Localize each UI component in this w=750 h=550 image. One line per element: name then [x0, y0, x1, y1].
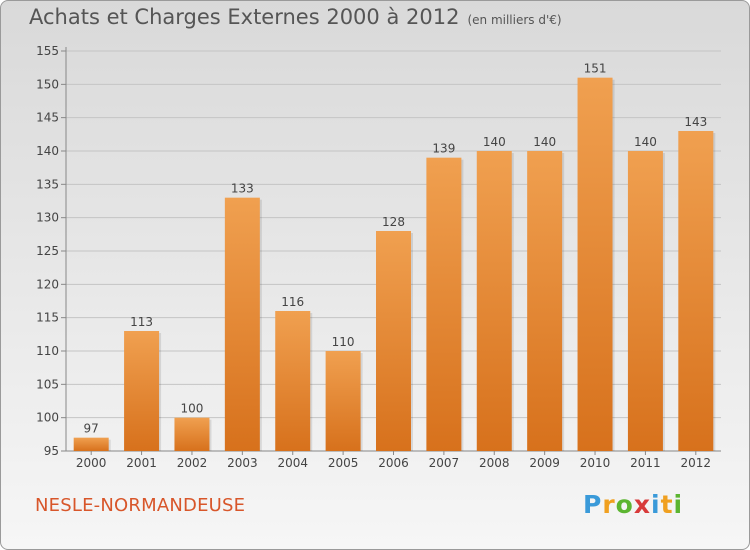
- bar-chart: 95 100 105 110 115 120 125 130 135 140 145 150 155 97…: [36, 44, 721, 470]
- logo-letter: o: [615, 490, 634, 519]
- bar-value-label: 139: [432, 142, 455, 156]
- bar: [476, 151, 512, 451]
- x-tick-label: 2009: [529, 456, 560, 470]
- bar: [224, 197, 260, 451]
- bar-value-label: 140: [634, 135, 657, 149]
- bar-value-label: 140: [483, 135, 506, 149]
- bar: [73, 437, 109, 451]
- bar-value-label: 97: [84, 422, 99, 436]
- x-tick-label: 2011: [630, 456, 661, 470]
- logo-letter: t: [660, 490, 674, 519]
- x-tick-label: 2007: [429, 456, 460, 470]
- bar-value-label: 113: [130, 315, 153, 329]
- x-tick-label: 2012: [681, 456, 712, 470]
- logo-letter: r: [602, 490, 616, 519]
- proxiti-logo: Proxiti: [583, 490, 683, 519]
- bar-value-label: 116: [281, 295, 304, 309]
- bar: [325, 351, 361, 451]
- chart-subtitle: (en milliers d'€): [467, 13, 562, 27]
- chart-title: Achats et Charges Externes 2000 à 2012 (e…: [29, 5, 562, 29]
- y-tick-label: 95: [44, 444, 59, 458]
- bar: [426, 157, 462, 451]
- logo-letter: P: [583, 490, 603, 519]
- y-tick-label: 100: [36, 411, 59, 425]
- logo-letter: i: [673, 490, 684, 519]
- bar-value-label: 100: [181, 402, 204, 416]
- bar-value-label: 110: [332, 335, 355, 349]
- x-tick-label: 2002: [177, 456, 208, 470]
- bar: [124, 331, 160, 451]
- y-tick-label: 130: [36, 211, 59, 225]
- chart-title-text: Achats et Charges Externes 2000 à 2012: [29, 5, 460, 29]
- commune-name: NESLE-NORMANDEUSE: [35, 495, 246, 516]
- bar: [376, 231, 411, 451]
- y-tick-label: 135: [36, 177, 59, 191]
- y-tick-label: 120: [36, 277, 59, 291]
- y-tick-label: 115: [36, 311, 59, 325]
- y-tick-label: 105: [36, 377, 59, 391]
- y-tick-label: 145: [36, 111, 59, 125]
- y-tick-label: 125: [36, 244, 59, 258]
- y-tick-label: 155: [36, 44, 59, 58]
- logo-letter: i: [651, 490, 661, 519]
- logo-letter: x: [633, 490, 651, 519]
- x-tick-label: 2004: [277, 456, 308, 470]
- y-tick-label: 140: [36, 144, 59, 158]
- bar-value-label: 133: [231, 182, 254, 196]
- bar: [627, 151, 663, 451]
- x-tick-label: 2010: [580, 456, 611, 470]
- y-tick-label: 110: [36, 344, 59, 358]
- y-tick-label: 150: [36, 77, 59, 91]
- bar: [527, 151, 563, 451]
- x-tick-label: 2000: [76, 456, 107, 470]
- bar-value-label: 151: [584, 62, 607, 76]
- x-tick-label: 2003: [227, 456, 258, 470]
- bar-value-label: 128: [382, 215, 405, 229]
- bar: [275, 311, 311, 451]
- bar: [174, 417, 210, 451]
- bar: [678, 131, 714, 451]
- bar-value-label: 140: [533, 135, 556, 149]
- x-tick-label: 2001: [126, 456, 157, 470]
- x-tick-label: 2008: [479, 456, 510, 470]
- bar-value-label: 143: [684, 115, 707, 129]
- bar: [577, 77, 613, 452]
- x-tick-label: 2006: [378, 456, 409, 470]
- x-tick-label: 2005: [328, 456, 359, 470]
